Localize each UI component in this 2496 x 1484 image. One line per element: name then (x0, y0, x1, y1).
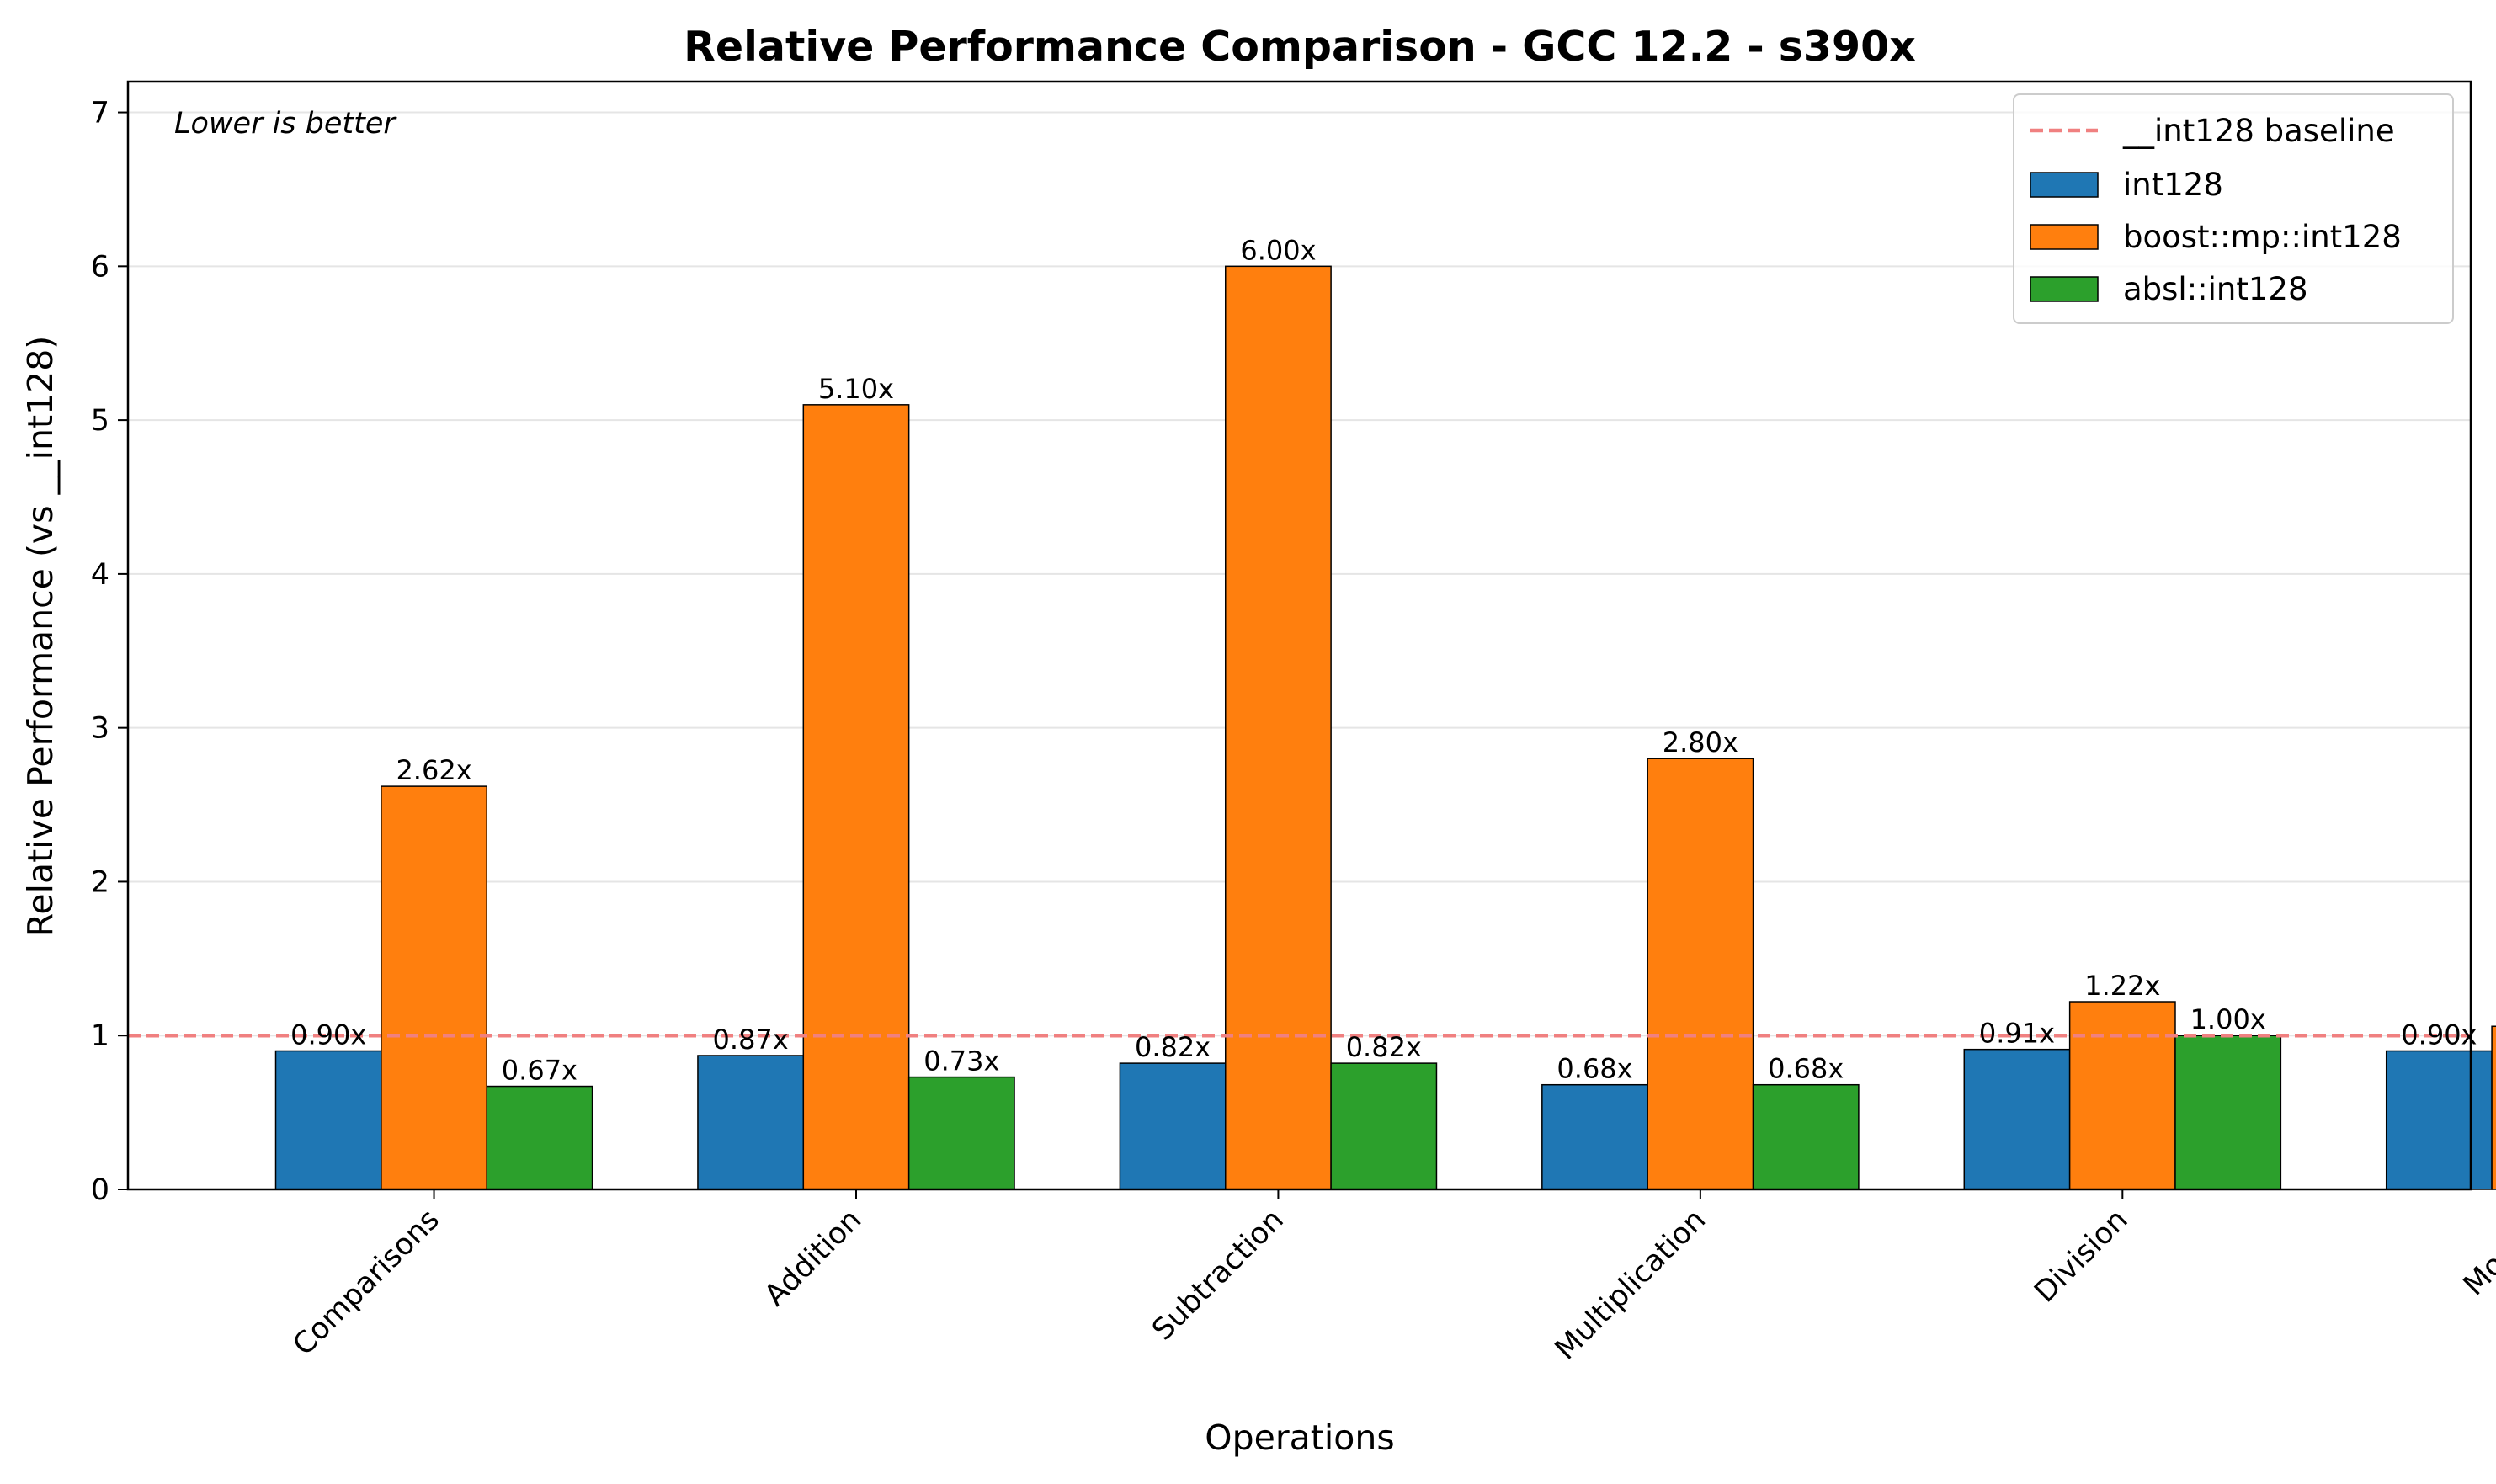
bar-0-4 (1963, 1048, 2071, 1190)
bar-2-0 (486, 1085, 593, 1190)
y-tick-label-2: 2 (91, 865, 109, 899)
bar-labels: 0.90x 2.62x 0.67x 0.87x 5.10x 0.73x 0.82x 6.00x… (290, 234, 2477, 1087)
bar-value-label-2-0: 0.67x (502, 1055, 577, 1087)
bar-value-label-2-3: 0.68x (1768, 1053, 1844, 1085)
chart-title: Relative Performance Comparison - GCC 12… (684, 23, 1916, 71)
bar-value-label-1-1: 5.10x (818, 373, 894, 405)
lower-is-better-annotation: Lower is better (174, 107, 397, 141)
x-axis-label: Operations (1205, 1418, 1394, 1458)
y-axis-label: Relative Performance (vs __int128) (20, 336, 61, 938)
bar-value-label-0-2: 0.82x (1135, 1031, 1211, 1063)
legend-series-0-label: int128 (2123, 167, 2223, 203)
bar-0-5 (2385, 1050, 2493, 1190)
bar-value-label-2-1: 0.73x (923, 1045, 999, 1077)
bar-value-label-2-4: 1.00x (2190, 1003, 2266, 1035)
bar-1-3 (1647, 758, 1754, 1190)
bar-value-label-0-1: 0.87x (713, 1024, 789, 1056)
bar-value-label-1-4: 1.22x (2084, 970, 2160, 1002)
bar-1-4 (2068, 1001, 2176, 1190)
bar-1-0 (381, 785, 487, 1190)
legend-series-0-swatch (2030, 172, 2099, 198)
legend-series-2-label: absl::int128 (2123, 271, 2308, 307)
y-tick-label-4: 4 (91, 558, 109, 592)
legend-frame (2013, 93, 2454, 324)
bar-value-label-0-3: 0.68x (1557, 1053, 1632, 1085)
legend-series-1-label: boost::mp::int128 (2123, 219, 2402, 255)
bar-0-1 (697, 1055, 805, 1190)
bar-value-label-1-3: 2.80x (1663, 726, 1738, 758)
bar-value-label-1-0: 2.62x (396, 754, 471, 786)
y-tick-label-1: 1 (91, 1019, 109, 1053)
y-tick-label-7: 7 (91, 97, 109, 130)
bar-value-label-2-2: 0.82x (1346, 1031, 1422, 1063)
bar-0-2 (1119, 1062, 1227, 1190)
legend-baseline-label: __int128 baseline (2122, 113, 2395, 149)
legend: __int128 baseline int128 boost::mp::int1… (2013, 93, 2454, 324)
legend-series-2-swatch (2030, 276, 2099, 302)
bar-0-0 (274, 1050, 382, 1190)
bar-value-label-0-0: 0.90x (290, 1019, 366, 1051)
bar-value-label-0-5: 0.90x (2401, 1019, 2477, 1051)
bar-1-2 (1224, 265, 1332, 1190)
y-tick-label-5: 5 (91, 404, 109, 438)
legend-series-1-swatch (2030, 224, 2099, 250)
bar-value-label-1-2: 6.00x (1240, 234, 1316, 266)
plot-frame (126, 80, 2472, 1191)
y-axis-ticks: 0 1 2 3 4 5 6 7 (91, 97, 128, 1207)
bar-2-4 (2174, 1035, 2282, 1190)
bar-0-3 (1541, 1083, 1648, 1190)
y-tick-label-6: 6 (91, 250, 109, 284)
bar-1-5 (2491, 1025, 2496, 1190)
bar-1-1 (802, 404, 910, 1190)
bar-2-1 (907, 1076, 1015, 1190)
bar-2-3 (1752, 1083, 1860, 1190)
y-tick-label-0: 0 (91, 1173, 109, 1207)
bar-value-label-0-4: 0.91x (1979, 1018, 2055, 1050)
bars (274, 265, 2496, 1190)
y-tick-label-3: 3 (91, 712, 109, 746)
bar-2-2 (1330, 1062, 1438, 1190)
